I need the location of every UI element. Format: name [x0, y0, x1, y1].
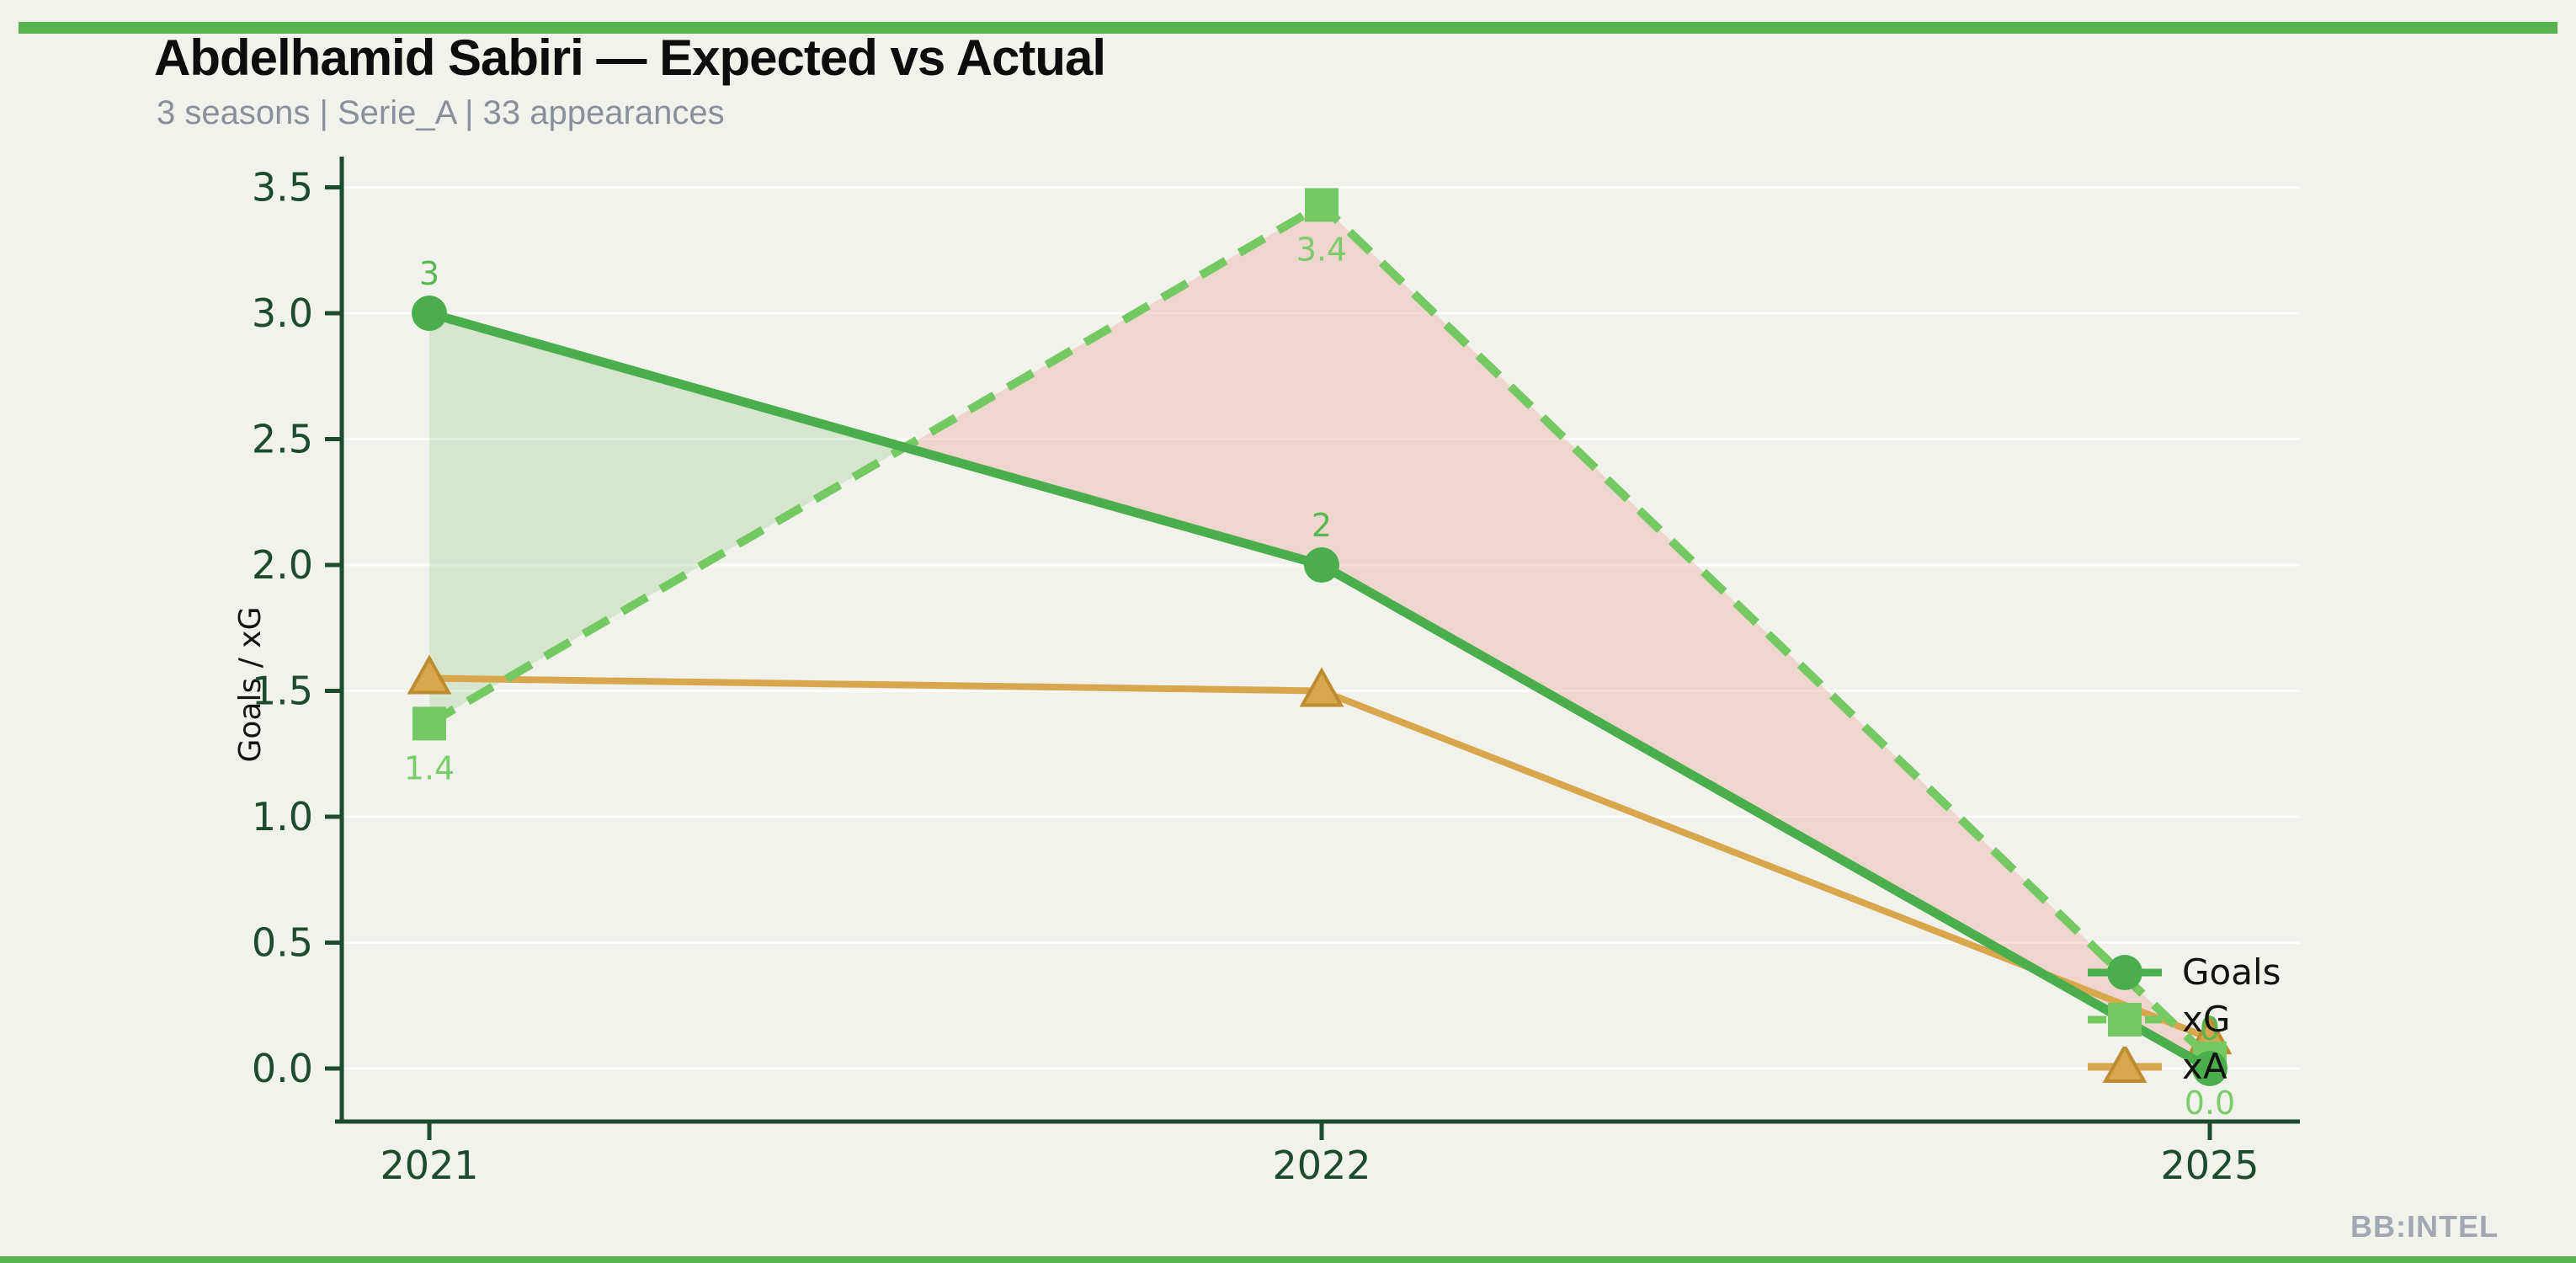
- y-tick-label: 0.0: [252, 1046, 313, 1091]
- goals-point-label-2022: 2: [1312, 507, 1332, 544]
- xg-legend-glyph: [2108, 1003, 2142, 1037]
- xg-marker-2022: [1305, 188, 1339, 222]
- xa-marker-2022: [1299, 667, 1344, 707]
- brand-watermark: BB:INTEL: [2350, 1209, 2499, 1244]
- xg-point-label-2022: 3.4: [1296, 231, 1347, 268]
- goals-legend-marker: [2088, 955, 2162, 990]
- legend: Goals xG xA: [2086, 949, 2281, 1090]
- page-title: Abdelhamid Sabiri — Expected vs Actual: [154, 29, 1106, 86]
- legend-item-xg: xG: [2086, 996, 2281, 1043]
- legend-label-xg: xG: [2182, 999, 2231, 1040]
- goals-marker-2025: [2192, 1051, 2227, 1086]
- y-tick-label: 3.0: [252, 290, 313, 336]
- legend-label-xa: xA: [2182, 1046, 2227, 1087]
- goals-marker-2021: [412, 296, 447, 331]
- y-tick-label: 0.5: [252, 920, 313, 966]
- xg-point-label-2021: 1.4: [404, 749, 455, 786]
- xa-legend-marker: [2088, 1047, 2162, 1083]
- legend-item-goals: Goals: [2086, 949, 2281, 996]
- y-tick-label: 2.0: [252, 542, 313, 588]
- xg-marker-2021: [412, 706, 446, 741]
- x-tick-label-2021: 2021: [380, 1143, 478, 1188]
- fill-goals-above-xg: [429, 313, 905, 724]
- goals-marker-2022: [1304, 547, 1339, 583]
- legend-label-goals: Goals: [2182, 951, 2281, 993]
- xg-legend-marker: [2088, 1003, 2162, 1037]
- top-accent-bar: [19, 22, 2557, 34]
- goals-point-label-2025: 0: [2200, 1010, 2220, 1047]
- goals-legend-glyph: [2107, 955, 2142, 990]
- xg-point-label-2025: 0.0: [2185, 1084, 2235, 1122]
- y-tick-label: 1.5: [252, 669, 313, 714]
- x-tick-label-2025: 2025: [2160, 1143, 2259, 1188]
- xa-legend-glyph: [2102, 1047, 2148, 1083]
- y-tick-label: 3.5: [252, 165, 313, 210]
- xa-marker-2021: [407, 654, 452, 695]
- page-subtitle: 3 seasons | Serie_A | 33 appearances: [157, 94, 725, 131]
- y-tick-label: 1.0: [252, 794, 313, 839]
- x-tick-label-2022: 2022: [1272, 1143, 1370, 1188]
- y-tick-label: 2.5: [252, 417, 313, 462]
- fill-xg-above-goals: [904, 205, 2210, 1069]
- legend-item-xa: xA: [2086, 1043, 2281, 1090]
- goals-point-label-2021: 3: [419, 255, 439, 292]
- bottom-accent-bar: [0, 1256, 2576, 1263]
